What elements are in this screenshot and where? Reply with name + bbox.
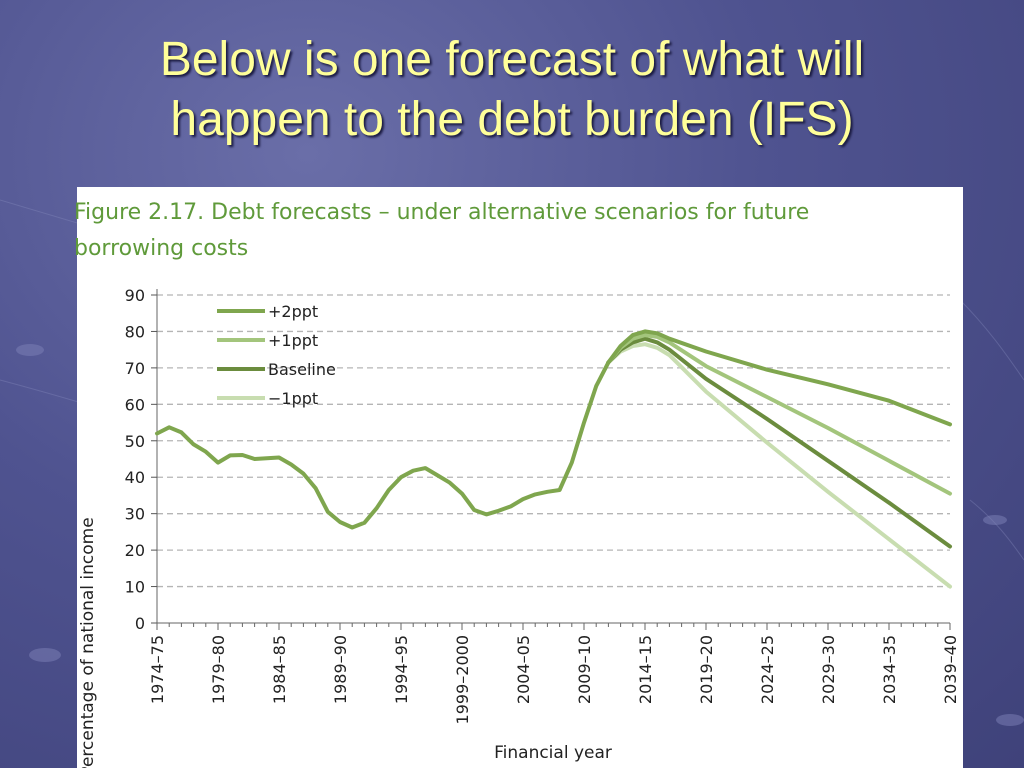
x-tick-label: 1979–80 bbox=[209, 635, 228, 704]
figure-caption-line-2: borrowing costs bbox=[74, 236, 249, 261]
y-tick-label: 90 bbox=[125, 286, 145, 305]
x-tick-label: 1994–95 bbox=[392, 635, 411, 704]
x-tick-label: 2014–15 bbox=[636, 635, 655, 704]
x-tick-label: 2029–30 bbox=[819, 635, 838, 704]
x-tick-label: 2004–05 bbox=[514, 635, 533, 704]
x-tick-label: 2024–25 bbox=[758, 635, 777, 704]
legend-label: Baseline bbox=[268, 360, 336, 379]
x-tick-label: 1974–75 bbox=[148, 635, 167, 704]
legend-label: −1ppt bbox=[268, 389, 318, 408]
y-axis-label: Percentage of national income bbox=[78, 517, 98, 768]
y-tick-label: 20 bbox=[125, 541, 145, 560]
y-tick-label: 40 bbox=[125, 468, 145, 487]
figure-panel: Figure 2.17. Debt forecasts – under alte… bbox=[74, 187, 963, 768]
y-tick-label: 50 bbox=[125, 432, 145, 451]
x-tick-label: 2034–35 bbox=[880, 635, 899, 704]
x-tick-label: 1999–2000 bbox=[453, 635, 472, 724]
figure-caption-line-1: Figure 2.17. Debt forecasts – under alte… bbox=[74, 200, 810, 225]
legend-label: +1ppt bbox=[268, 331, 318, 350]
series-line-plus2 bbox=[606, 329, 952, 427]
slide-title: Below is one forecast of what will happe… bbox=[0, 30, 1024, 150]
series-line-plus1 bbox=[606, 333, 952, 496]
slide-title-line-1: Below is one forecast of what will bbox=[159, 33, 865, 86]
series-line-baseline bbox=[606, 336, 952, 549]
x-tick-label: 1984–85 bbox=[270, 635, 289, 704]
y-tick-label: 0 bbox=[135, 614, 145, 633]
x-tick-label: 1989–90 bbox=[331, 635, 350, 704]
history-line bbox=[155, 360, 611, 530]
y-tick-label: 70 bbox=[125, 359, 145, 378]
x-tick-label: 2009–10 bbox=[575, 635, 594, 704]
y-tick-label: 80 bbox=[125, 322, 145, 341]
x-tick-label: 2019–20 bbox=[697, 635, 716, 704]
x-tick-label: 2039–40 bbox=[941, 635, 960, 704]
figure-caption: Figure 2.17. Debt forecasts – under alte… bbox=[74, 195, 954, 267]
y-tick-label: 60 bbox=[125, 395, 145, 414]
series-line-minus1 bbox=[606, 342, 952, 589]
slide-title-line-2: happen to the debt burden (IFS) bbox=[170, 93, 854, 146]
legend-label: +2ppt bbox=[268, 302, 318, 321]
y-tick-label: 30 bbox=[125, 505, 145, 524]
y-tick-label: 10 bbox=[125, 578, 145, 597]
debt-forecast-chart: 0 10 20 30 40 50 60 70 80 90 1974–75 1979–80 1984–85… bbox=[78, 286, 960, 768]
x-axis-label: Financial year bbox=[494, 743, 612, 763]
